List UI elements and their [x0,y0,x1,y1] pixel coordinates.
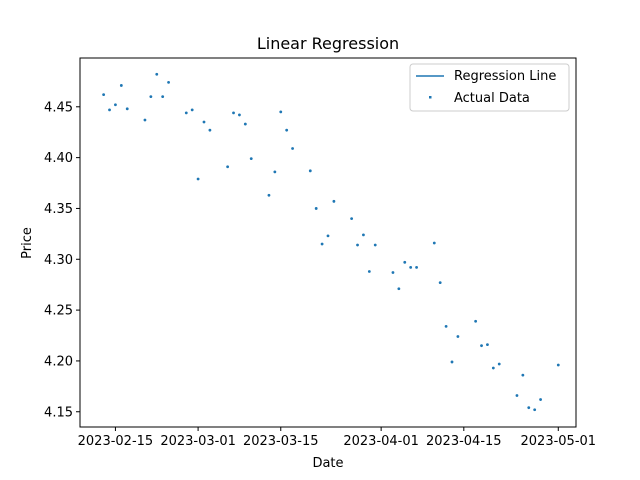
data-point [202,120,206,124]
data-point [432,241,436,245]
data-point [356,243,359,247]
data-point [415,266,418,269]
y-axis-ticks: 4.15 4.20 4.25 4.30 4.35 4.40 4.45 [44,100,80,420]
data-point [539,398,542,401]
data-point [391,271,395,274]
data-point [521,373,525,377]
x-axis-title: Date [312,456,343,471]
data-point [119,84,123,87]
data-point [167,80,170,84]
data-point [308,169,312,173]
data-point [403,260,407,264]
data-point [497,362,501,366]
y-tick-label: 4.30 [44,253,73,268]
data-point [149,95,153,99]
data-point [155,72,159,76]
data-point [249,157,253,161]
data-point [320,242,324,246]
data-point [232,111,235,115]
chart-title: Linear Regression [257,34,399,53]
data-point [362,233,365,237]
data-point [190,108,194,112]
plot-frame [79,57,577,428]
data-point [527,406,531,410]
x-tick-label: 2023-04-01 [343,434,419,449]
legend-dot-marker [429,96,432,99]
data-point [444,324,448,328]
data-point [226,165,230,169]
y-axis-title: Price [20,227,35,259]
x-tick-label: 2023-05-01 [521,434,597,449]
x-tick-label: 2023-03-15 [243,434,319,449]
data-point [184,111,188,115]
data-point [114,103,117,107]
scatter-points [102,72,560,412]
data-point [108,108,111,112]
data-point [314,207,318,210]
data-point [143,118,147,122]
data-point [409,266,413,269]
y-tick-label: 4.40 [44,151,73,166]
y-tick-label: 4.35 [44,202,73,217]
data-point [480,344,483,348]
data-point [238,113,241,117]
data-point [533,408,537,412]
data-point [350,217,354,221]
data-point [243,122,247,126]
data-point [267,193,271,197]
data-point [367,270,371,273]
legend-box [409,63,570,112]
data-point [332,199,336,203]
data-point [125,107,129,111]
data-point [273,170,277,174]
data-point [102,93,106,96]
y-tick-label: 4.25 [44,304,73,319]
y-tick-label: 4.15 [44,405,73,420]
legend-label-actual-data: Actual Data [454,91,530,106]
data-point [556,363,560,367]
data-point [515,394,519,397]
legend: Regression Line Actual Data [409,63,570,112]
x-tick-label: 2023-04-15 [426,434,502,449]
data-point [491,366,495,370]
data-point [450,360,454,364]
data-point [486,343,489,347]
x-axis-ticks: 2023-02-15 2023-03-01 2023-03-15 2023-04-01… [78,427,596,449]
y-tick-label: 4.20 [44,354,73,369]
x-tick-label: 2023-02-15 [78,434,154,449]
data-point [373,243,377,247]
data-point [474,319,478,323]
data-point [326,234,330,238]
legend-label-regression-line: Regression Line [454,69,556,84]
data-point [291,147,294,150]
y-tick-label: 4.45 [44,100,73,115]
data-point [456,335,460,338]
data-point [161,95,165,99]
data-point [208,128,212,132]
x-tick-label: 2023-03-01 [160,434,236,449]
data-point [196,177,200,181]
data-point [438,281,442,285]
data-point [279,110,283,114]
data-point [397,287,401,291]
data-point [285,128,289,132]
